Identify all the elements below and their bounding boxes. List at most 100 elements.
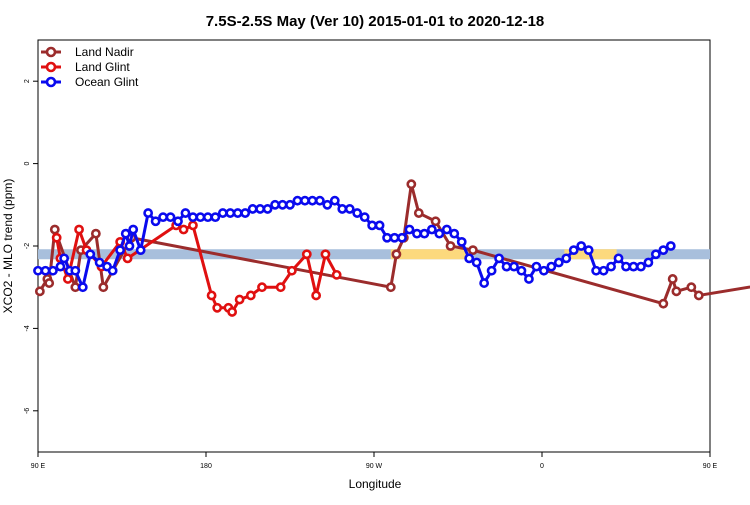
data-point-ocean-glint — [188, 212, 198, 223]
data-point-ocean-glint — [591, 265, 602, 276]
data-point-ocean-glint — [143, 208, 154, 218]
data-point-ocean-glint — [158, 212, 168, 223]
x-tick-label: 90 E — [703, 463, 718, 470]
x-axis-label: Longitude — [349, 477, 402, 491]
y-axis: 2 0 -2 -4 -6 — [24, 79, 38, 414]
data-point-ocean-glint — [479, 278, 490, 288]
data-point-ocean-glint — [124, 241, 135, 251]
data-point-ocean-glint — [135, 245, 146, 256]
data-point-ocean-glint — [494, 253, 504, 264]
data-point-ocean-glint — [173, 216, 183, 227]
data-point-ocean-glint — [307, 195, 318, 206]
data-point-ocean-glint — [613, 253, 624, 264]
data-point-ocean-glint — [412, 228, 422, 239]
data-point-ocean-glint — [524, 274, 534, 284]
data-point-ocean-glint — [115, 245, 126, 256]
data-point-ocean-glint — [553, 257, 564, 268]
data-point-ocean-glint — [352, 208, 363, 218]
data-point-ocean-glint — [322, 199, 333, 210]
data-point-ocean-glint — [464, 253, 475, 264]
data-point-ocean-glint — [367, 220, 378, 231]
data-point-land-nadir — [671, 286, 682, 297]
x-tick-label: 90 E — [31, 463, 46, 470]
data-point-ocean-glint — [628, 261, 639, 272]
data-point-ocean-glint — [404, 224, 415, 235]
data-point-land-nadir — [391, 249, 402, 260]
data-point-land-nadir — [70, 282, 81, 293]
chart-title: 7.5S-2.5S May (Ver 10) 2015-01-01 to 202… — [206, 13, 545, 30]
data-point-land-glint — [74, 224, 84, 235]
data-point-ocean-glint — [389, 232, 400, 243]
data-point-ocean-glint — [77, 282, 88, 293]
data-point-ocean-glint — [561, 253, 572, 264]
y-tick-label: -6 — [24, 408, 31, 414]
legend-item-land-nadir: Land Nadir — [41, 45, 134, 59]
data-point-ocean-glint — [344, 204, 355, 214]
data-point-ocean-glint — [449, 228, 460, 239]
data-point-ocean-glint — [658, 245, 669, 256]
data-point-ocean-glint — [210, 212, 221, 223]
data-point-ocean-glint — [33, 265, 43, 276]
data-point-land-glint — [331, 269, 342, 280]
data-point-land-glint — [227, 307, 238, 317]
data-point-land-glint — [257, 282, 267, 293]
data-point-ocean-glint — [598, 265, 609, 276]
data-point-ocean-glint — [665, 241, 676, 251]
data-point-ocean-glint — [621, 261, 631, 272]
y-tick-label: 2 — [24, 79, 31, 83]
x-axis: 90 E 180 90 W 0 90 E — [31, 452, 718, 470]
data-point-ocean-glint — [225, 208, 236, 218]
data-point-ocean-glint — [568, 245, 579, 256]
data-point-land-glint — [286, 265, 297, 276]
band-segment-0 — [38, 249, 710, 260]
data-point-land-glint — [188, 220, 198, 231]
data-point-land-nadir — [445, 241, 456, 251]
data-point-ocean-glint — [128, 224, 139, 235]
data-point-ocean-glint — [337, 204, 348, 214]
data-point-land-nadir — [658, 298, 669, 309]
data-point-ocean-glint — [277, 199, 288, 210]
legend-swatch-marker — [45, 46, 57, 58]
legend-item-ocean-glint: Ocean Glint — [41, 75, 139, 89]
data-point-ocean-glint — [255, 204, 266, 214]
data-point-land-glint — [245, 290, 256, 301]
data-point-ocean-glint — [486, 265, 497, 276]
data-point-ocean-glint — [165, 212, 176, 223]
data-point-land-glint — [212, 302, 223, 313]
legend-label: Land Glint — [75, 60, 130, 74]
data-point-ocean-glint — [262, 204, 273, 214]
data-point-ocean-glint — [531, 261, 542, 272]
data-point-land-glint — [206, 290, 217, 301]
data-point-ocean-glint — [314, 195, 325, 206]
data-point-ocean-glint — [240, 208, 251, 218]
data-point-ocean-glint — [606, 261, 616, 272]
data-point-ocean-glint — [232, 208, 243, 218]
data-point-ocean-glint — [270, 199, 280, 210]
data-point-ocean-glint — [546, 261, 557, 272]
data-point-ocean-glint — [643, 257, 654, 268]
data-point-ocean-glint — [292, 195, 303, 206]
data-point-land-nadir — [34, 286, 45, 297]
data-point-ocean-glint — [180, 208, 191, 218]
data-point-ocean-glint — [426, 224, 437, 235]
legend-label: Ocean Glint — [75, 75, 139, 89]
data-point-ocean-glint — [516, 265, 527, 276]
data-point-land-nadir — [693, 290, 704, 301]
legend-label: Land Nadir — [75, 45, 134, 59]
data-point-ocean-glint — [329, 195, 340, 206]
legend-swatch-marker — [45, 76, 57, 88]
data-point-ocean-glint — [434, 228, 445, 239]
y-tick-label: -4 — [24, 325, 31, 331]
data-point-land-glint — [234, 294, 245, 305]
data-point-land-nadir — [667, 274, 678, 284]
data-point-land-nadir — [90, 228, 101, 239]
data-point-land-glint — [275, 282, 286, 293]
data-point-land-glint — [178, 224, 189, 235]
data-point-ocean-glint — [217, 208, 228, 218]
data-point-ocean-glint — [471, 257, 482, 268]
data-point-land-glint — [51, 232, 62, 243]
legend-swatch-marker — [45, 61, 57, 73]
data-point-ocean-glint — [501, 261, 512, 272]
